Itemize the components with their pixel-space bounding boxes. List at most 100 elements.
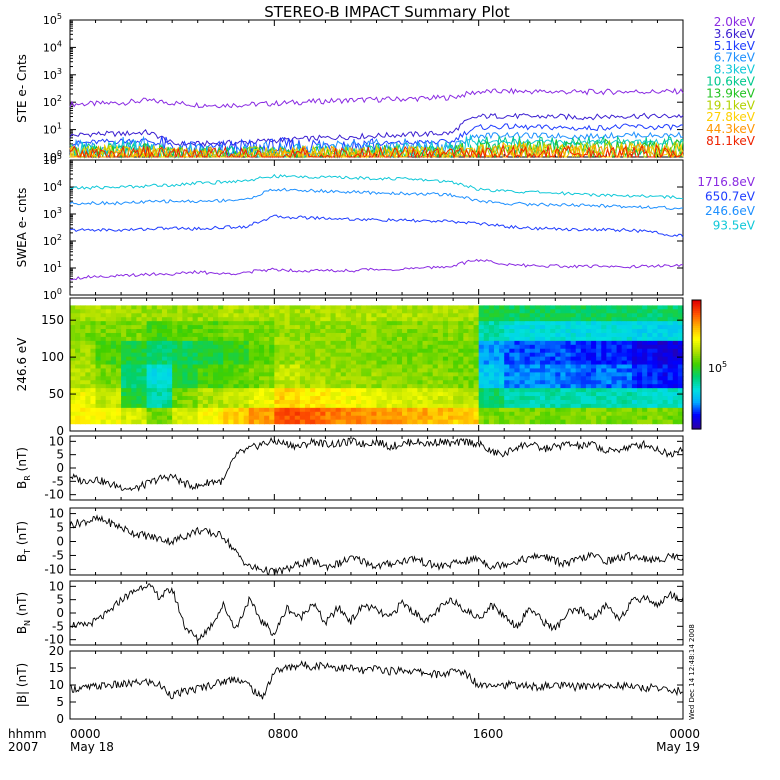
heatmap-cell [407,305,413,310]
heatmap-cell [70,317,76,322]
heatmap-cell [299,403,306,409]
heatmap-cell [75,325,81,330]
heatmap-cell [652,403,659,409]
heatmap-cell [407,388,413,393]
colorbar-segment [692,358,701,361]
heatmap-cell [488,380,495,385]
heatmap-cell [514,336,521,342]
heatmap-cell [121,364,127,370]
heatmap-cell [366,380,372,385]
heatmap-cell [386,348,393,354]
heatmap-cell [468,415,475,421]
heatmap-cell [560,388,567,393]
heatmap-cell [85,313,92,318]
heatmap-cell [529,348,536,354]
heatmap-cell [657,372,664,377]
heatmap-cell [187,325,194,330]
heatmap-cell [458,384,464,389]
heatmap-cell [468,403,475,409]
heatmap-cell [192,340,199,346]
heatmap-cell [228,360,235,366]
heatmap-cell [667,407,674,413]
heatmap-cell [550,309,556,314]
heatmap-cell [182,325,189,330]
heatmap-cell [468,313,475,318]
heatmap-cell [207,313,214,318]
heatmap-cell [294,396,301,401]
heatmap-cell [85,356,92,362]
heatmap-cell [545,317,551,322]
heatmap-cell [126,360,132,366]
heatmap-cell [473,352,480,358]
heatmap-cell [310,325,316,330]
heatmap-cell [213,313,219,318]
heatmap-cell [601,356,607,362]
heatmap-cell [289,380,296,385]
heatmap-cell [463,372,470,377]
heatmap-cell [238,321,245,326]
heatmap-cell [304,419,311,425]
heatmap-cell [381,419,388,425]
heatmap-cell [662,305,669,310]
heatmap-cell [187,313,194,318]
heatmap-cell [356,407,362,413]
heatmap-cell [575,364,582,370]
heatmap-cell [427,360,434,366]
heatmap-cell [213,336,219,342]
heatmap-cell [565,309,572,314]
heatmap-cell [376,325,383,330]
heatmap-cell [458,344,464,350]
heatmap-cell [437,360,444,366]
heatmap-cell [570,372,577,377]
heatmap-cell [330,325,337,330]
heatmap-cell [228,313,235,318]
heatmap-cell [427,305,434,310]
heatmap-cell [519,309,526,314]
heatmap-cell [248,313,255,318]
heatmap-cell [356,332,362,338]
heatmap-cell [121,407,127,413]
heatmap-cell [356,313,362,318]
heatmap-cell [453,325,459,330]
heatmap-cell [141,332,148,338]
heatmap-cell [85,352,92,358]
heatmap-cell [529,313,536,318]
heatmap-cell [218,356,224,362]
heatmap-cell [366,403,372,409]
heatmap-cell [539,329,546,334]
heatmap-cell [427,325,434,330]
heatmap-cell [483,313,490,318]
heatmap-cell [197,392,204,397]
heatmap-cell [100,344,107,350]
heatmap-cell [570,348,577,354]
heatmap-cell [601,313,607,318]
heatmap-cell [105,384,112,389]
heatmap-cell [534,419,541,425]
heatmap-cell [202,368,209,373]
heatmap-cell [335,392,342,397]
heatmap-cell [167,340,173,346]
heatmap-cell [105,313,112,318]
legend-entry: 6.7keV [714,51,756,65]
heatmap-cell [100,376,107,381]
heatmap-cell [161,376,168,381]
heatmap-cell [585,372,592,377]
heatmap-cell [672,396,679,401]
heatmap-cell [264,356,270,362]
heatmap-cell [488,348,495,354]
heatmap-cell [555,344,561,350]
heatmap-cell [652,313,659,318]
heatmap-cell [463,407,470,413]
heatmap-cell [550,396,556,401]
heatmap-cell [243,415,250,421]
heatmap-cell [662,321,669,326]
heatmap-cell [75,411,81,417]
heatmap-cell [555,332,561,338]
heatmap-cell [85,336,92,342]
heatmap-cell [596,415,602,421]
heatmap-cell [356,384,362,389]
heatmap-cell [156,344,163,350]
heatmap-cell [662,419,669,425]
heatmap-cell [417,399,424,405]
heatmap-cell [601,403,607,409]
